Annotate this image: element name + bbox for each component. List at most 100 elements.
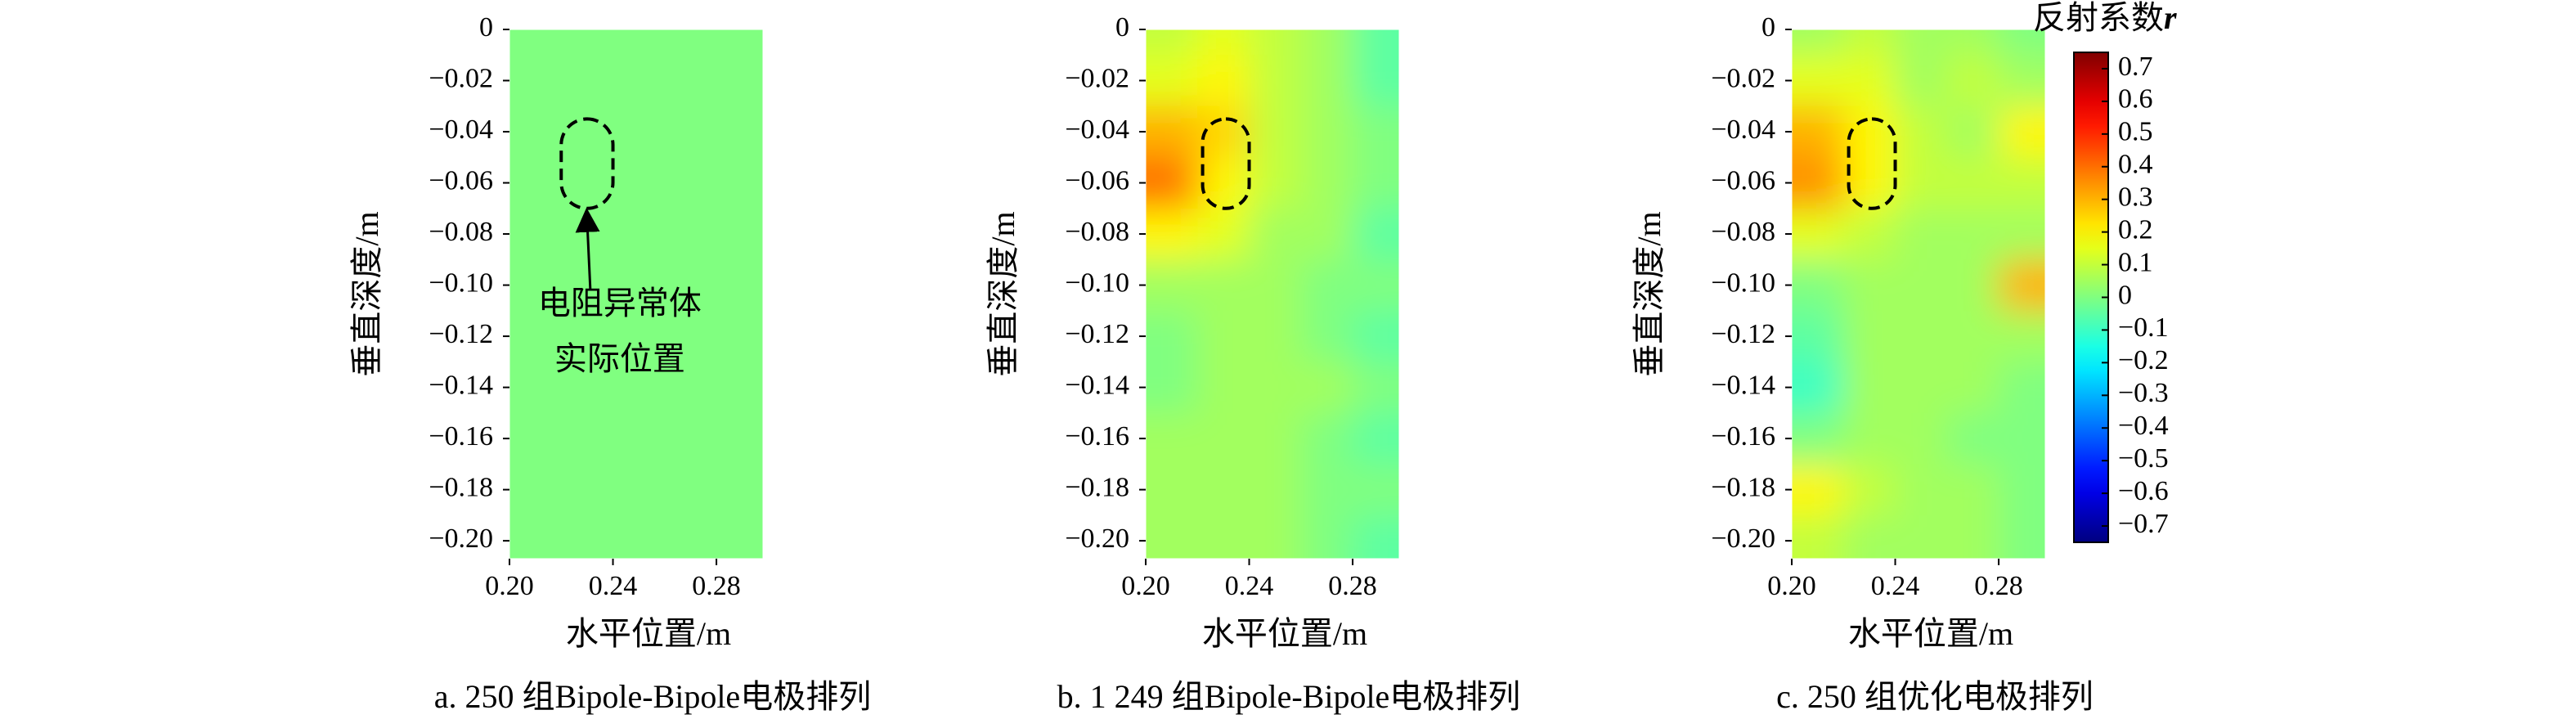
- heat-cell: [664, 208, 718, 261]
- heat-cell: [1146, 464, 1199, 516]
- y-axis-label: 垂直深度/m: [1631, 211, 1667, 376]
- y-tick-label: −0.20: [1065, 524, 1129, 554]
- y-tick-label: −0.08: [1065, 217, 1129, 247]
- heat-cell: [1792, 515, 1845, 559]
- heat-cell: [1353, 259, 1399, 312]
- colorbar-tick-label: −0.1: [2118, 312, 2169, 343]
- colorbar-tick-label: 0.4: [2118, 150, 2153, 180]
- heat-cell: [664, 29, 718, 56]
- heat-cell: [664, 310, 718, 363]
- heat-cell: [664, 464, 718, 516]
- heat-cell: [1353, 464, 1399, 516]
- heat-cell: [1895, 515, 1948, 559]
- heat-cell: [1843, 29, 1896, 56]
- heat-cell: [1895, 106, 1948, 159]
- y-tick-label: −0.12: [429, 319, 493, 349]
- y-tick-label: −0.04: [1065, 115, 1129, 145]
- heat-cell: [1946, 362, 2000, 414]
- y-axis-label: 垂直深度/m: [348, 211, 385, 376]
- heat-cell: [1999, 310, 2045, 363]
- plot-frame: [509, 29, 764, 559]
- heat-cell: [1353, 412, 1399, 465]
- heat-cell: [509, 29, 563, 56]
- heat-cell: [1999, 412, 2045, 465]
- colorbar-tick-label: 0.2: [2118, 214, 2153, 245]
- anomaly-outline: [1200, 117, 1251, 210]
- heat-cell: [1895, 412, 1948, 465]
- y-tick-label: −0.18: [1711, 472, 1775, 502]
- heat-cell: [1300, 464, 1354, 516]
- heat-cell: [1353, 29, 1399, 56]
- heat-cell: [1999, 515, 2045, 559]
- heat-cell: [1300, 29, 1354, 56]
- y-tick-label: −0.12: [1711, 319, 1775, 349]
- heat-cell: [1946, 157, 2000, 209]
- heatmap: [509, 29, 763, 559]
- heat-cell: [1792, 29, 1845, 56]
- heat-cell: [1843, 362, 1896, 414]
- heat-cell: [1197, 55, 1250, 107]
- heat-cell: [1843, 55, 1896, 107]
- heat-cell: [509, 362, 563, 414]
- heatmap: [1146, 29, 1399, 559]
- heat-cell: [1300, 310, 1354, 363]
- heat-cell: [1792, 55, 1845, 107]
- heat-cell: [1895, 29, 1948, 56]
- y-tick-label: 0: [479, 12, 493, 43]
- plot-frame: [1145, 29, 1400, 559]
- y-axis-label: 垂直深度/m: [985, 211, 1021, 376]
- y-tick-label: −0.06: [1065, 165, 1129, 195]
- y-tick-label: −0.10: [429, 267, 493, 298]
- annotation-arrow: [575, 207, 600, 290]
- heat-cell: [1843, 259, 1896, 312]
- heat-cell: [1197, 29, 1250, 56]
- heat-cell: [561, 515, 614, 559]
- heat-cell: [716, 55, 763, 107]
- heat-cell: [509, 515, 563, 559]
- y-tick-label: −0.02: [1711, 63, 1775, 93]
- colorbar-title: 反射系数r: [2033, 0, 2177, 36]
- caption: a. 250 组Bipole-Bipole电极排列: [434, 678, 871, 715]
- heat-cell: [1146, 55, 1199, 107]
- heat-cell: [1843, 412, 1896, 465]
- heat-cell: [1999, 362, 2045, 414]
- heat-cell: [1353, 55, 1399, 107]
- y-tick-label: −0.14: [1711, 370, 1775, 400]
- heat-cell: [716, 106, 763, 159]
- heat-cell: [1300, 106, 1354, 159]
- heat-cell: [1895, 362, 1948, 414]
- heat-cell: [509, 208, 563, 261]
- y-tick-label: −0.18: [429, 472, 493, 502]
- x-tick-label: 0.20: [1767, 571, 1816, 601]
- heat-cell: [1300, 362, 1354, 414]
- heat-cell: [1895, 55, 1948, 107]
- heat-cell: [1249, 208, 1302, 261]
- y-tick-label: 0: [1115, 12, 1129, 43]
- heat-cell: [1792, 362, 1845, 414]
- heat-cell: [1197, 259, 1250, 312]
- colorbar-symbol: r: [2164, 0, 2177, 36]
- heat-cell: [664, 515, 718, 559]
- heat-cell: [613, 55, 666, 107]
- x-tick-label: 0.28: [1974, 571, 2023, 601]
- colorbar-tick-label: −0.7: [2118, 509, 2169, 539]
- y-tick-label: −0.06: [1711, 165, 1775, 195]
- y-tick-label: −0.16: [429, 421, 493, 452]
- heat-cell: [561, 55, 614, 107]
- heat-cell: [1999, 208, 2045, 261]
- heat-cell: [509, 412, 563, 465]
- x-tick-label: 0.20: [1121, 571, 1170, 601]
- y-tick-label: −0.10: [1711, 267, 1775, 298]
- heat-cell: [1946, 208, 2000, 261]
- heat-cell: [1249, 310, 1302, 363]
- heat-cell: [664, 259, 718, 312]
- heat-cell: [613, 259, 666, 312]
- caption: c. 250 组优化电极排列: [1776, 678, 2094, 715]
- heat-cell: [1146, 106, 1199, 159]
- heat-cell: [561, 464, 614, 516]
- y-tick-label: −0.12: [1065, 319, 1129, 349]
- x-axis-label: 水平位置/m: [566, 615, 731, 652]
- y-tick-label: −0.02: [1065, 63, 1129, 93]
- heat-cell: [1146, 208, 1199, 261]
